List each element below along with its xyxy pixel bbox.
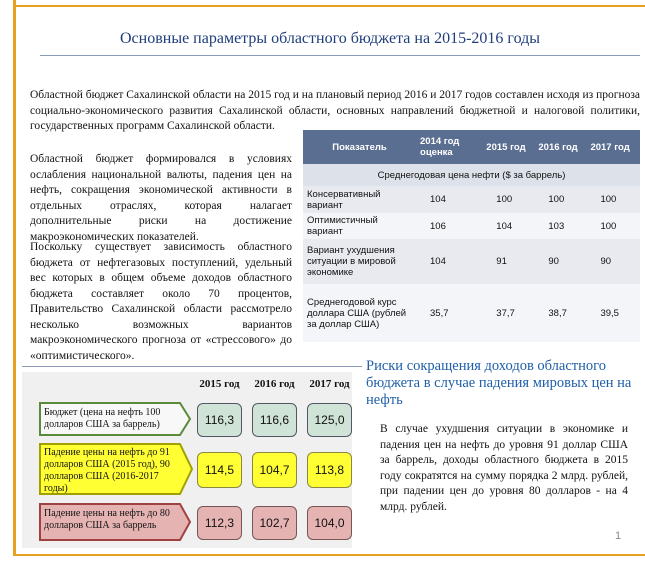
- label-cell: Оптимистичный вариант: [307, 215, 378, 237]
- label-arrow: [39, 443, 194, 495]
- value-cell: 100: [600, 194, 617, 205]
- value-cell: 91: [496, 256, 507, 267]
- label-arrow: [39, 402, 192, 436]
- diagram: 2015 год 2016 год 2017 год Бюджет (цена на …: [22, 372, 352, 548]
- value-cell: 39,5: [600, 307, 619, 319]
- year-label: 2017 год: [309, 378, 350, 390]
- value-cell: 100: [496, 194, 513, 205]
- header-cell: Показатель: [332, 141, 387, 153]
- value-box: 125,0: [307, 403, 352, 437]
- value-cell: 104: [430, 194, 446, 205]
- value-cell: 35,7: [430, 307, 449, 319]
- label-arrow: [39, 503, 192, 541]
- left-border: [13, 0, 16, 556]
- value-box: 116,6: [252, 403, 297, 437]
- value-cell: 90: [600, 256, 612, 267]
- section-row: Среднегодовая цена нефти ($ за баррель): [303, 164, 640, 186]
- risks-text: В случае ухудшения ситуации в экономике …: [380, 423, 628, 513]
- table-row: Оптимистичный вариант 106 104 103 100: [303, 213, 640, 239]
- bottom-border: [13, 554, 645, 556]
- header-cell: 2016 год: [538, 141, 578, 153]
- value-box: 113,8: [307, 452, 352, 488]
- header-cell: 2015 год: [486, 141, 526, 153]
- value-cell: 104: [430, 256, 446, 267]
- value-box: 104,0: [307, 506, 352, 540]
- label-cell: Среднегодовой курс доллара США (рублей з…: [307, 296, 407, 330]
- header-cell: 2017 год: [590, 141, 630, 153]
- value-cell: 106: [430, 220, 446, 232]
- page-number: 1: [615, 530, 622, 542]
- risks-title: Риски сокращения доходов областного бюдж…: [366, 358, 632, 408]
- title: Основные параметры областного бюджета на…: [119, 30, 540, 47]
- value-cell: 104: [496, 220, 513, 232]
- table-row: Вариант ухудшения ситуации в мировой эко…: [303, 239, 640, 284]
- table-row: Консервативный вариант 104 100 100 100: [303, 186, 640, 213]
- row-label: Падение цены на нефть до 80 долларов США…: [44, 508, 170, 531]
- top-border: [13, 5, 645, 7]
- value-cell: 103: [548, 220, 565, 232]
- row-label: Бюджет (цена на нефть 100 долларов США з…: [44, 407, 161, 430]
- header-row: Показатель 2014 год оценка 2015 год 2016 го…: [303, 130, 640, 164]
- year-label: 2015 год: [199, 378, 240, 390]
- label-cell: Консервативный вариант: [307, 188, 381, 211]
- value-cell: 100: [600, 220, 617, 232]
- value-box: 114,5: [197, 452, 242, 488]
- value-box: 112,3: [197, 506, 242, 540]
- value-cell: 38,7: [548, 307, 567, 319]
- divider: [22, 366, 362, 367]
- value-box: 102,7: [252, 506, 297, 540]
- table: Показатель 2014 год оценка 2015 год 2016 го…: [303, 130, 640, 342]
- paragraph: Поскольку существует зависимость областн…: [30, 241, 292, 362]
- title-rule: [40, 55, 640, 56]
- value-box: 116,3: [197, 403, 242, 437]
- table-row: Среднегодовой курс доллара США (рублей з…: [303, 284, 640, 342]
- value-box: 104,7: [252, 452, 297, 488]
- value-cell: 100: [548, 194, 565, 205]
- header-cell: 2014 год оценка: [420, 136, 460, 158]
- paragraph: Областной бюджет формировался в условиях…: [30, 153, 292, 243]
- diagram-shapes: [39, 402, 194, 541]
- value-cell: 37,7: [496, 307, 515, 319]
- value-cell: 90: [548, 256, 559, 267]
- label-cell: Вариант ухудшения ситуации в мировой эко…: [307, 245, 396, 278]
- row-label: Падение цены на нефть до 91 долларов США…: [44, 447, 170, 494]
- year-label: 2016 год: [254, 378, 295, 390]
- section-cell: Среднегодовая цена нефти ($ за баррель): [377, 169, 566, 181]
- intro: Областной бюджет Сахалинской области на …: [30, 89, 640, 132]
